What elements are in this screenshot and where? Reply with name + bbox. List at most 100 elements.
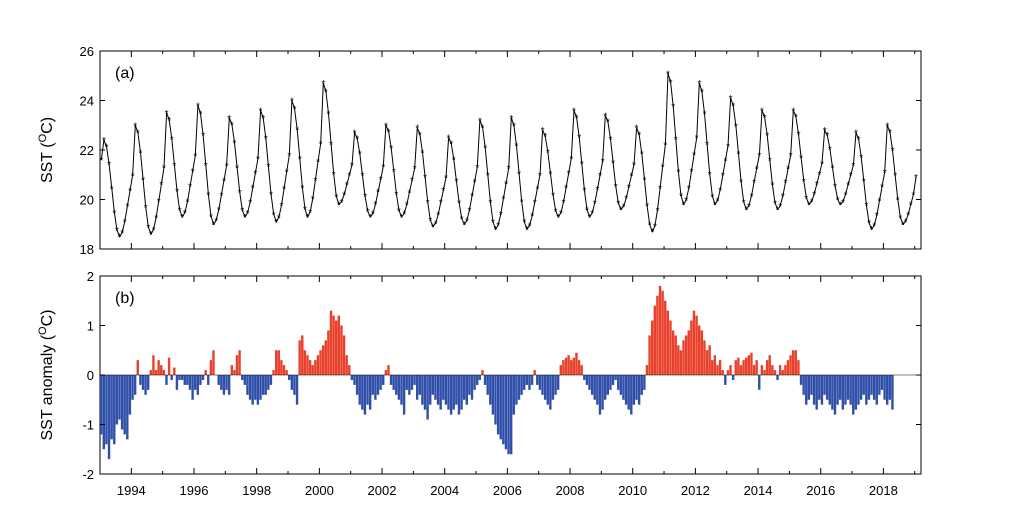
anomaly-bar	[716, 365, 719, 375]
anomaly-bar	[807, 375, 811, 400]
anomaly-bar	[368, 375, 372, 410]
sst-point: *	[807, 200, 811, 211]
sst-point: *	[436, 210, 440, 221]
anomaly-bar	[468, 375, 471, 395]
anomaly-bar	[110, 375, 113, 440]
anomaly-bar	[298, 340, 301, 375]
sst-point: *	[878, 197, 882, 208]
sst-point: *	[778, 202, 782, 213]
sst-point: *	[700, 87, 704, 98]
anomaly-bar	[332, 315, 335, 375]
anomaly-bar	[541, 375, 544, 395]
anomaly-bar	[713, 355, 717, 375]
panel-a-ytick-label: 24	[80, 94, 94, 109]
sst-point: *	[703, 109, 707, 120]
sst-point: *	[679, 192, 683, 203]
sst-point: *	[791, 106, 795, 117]
anomaly-bar	[196, 375, 200, 395]
sst-point: *	[624, 194, 628, 205]
anomaly-bar	[251, 375, 254, 405]
panel-b-xtick-label: 2002	[368, 483, 397, 498]
anomaly-bar	[627, 375, 630, 410]
anomaly-bar	[147, 375, 150, 390]
sst-point: *	[183, 209, 187, 220]
sst-point: *	[222, 176, 226, 187]
sst-point: *	[162, 163, 166, 174]
sst-point: *	[520, 197, 524, 208]
sst-point: *	[509, 114, 513, 125]
sst-point: *	[836, 195, 840, 206]
anomaly-bar	[648, 335, 651, 375]
sst-point: *	[546, 148, 550, 159]
sst-point: *	[682, 200, 686, 211]
sst-point: *	[384, 121, 388, 132]
anomaly-bar	[643, 375, 646, 390]
anomaly-bar	[622, 375, 625, 400]
sst-point: *	[251, 184, 255, 195]
panel-b-ylabel: SST anomaly (OC)	[37, 310, 56, 441]
anomaly-bar	[395, 375, 398, 395]
sst-point: *	[460, 214, 464, 225]
sst-point: *	[334, 192, 338, 203]
sst-point: *	[491, 218, 495, 229]
anomaly-bar	[157, 360, 160, 375]
anomaly-bar	[520, 375, 523, 395]
anomaly-bar	[570, 360, 573, 375]
sst-point: *	[760, 106, 764, 117]
anomaly-bar	[272, 370, 275, 375]
sst-point: *	[742, 198, 746, 209]
sst-point: *	[828, 145, 832, 156]
anomaly-bar	[165, 375, 168, 385]
sst-point: *	[107, 160, 111, 171]
sst-point: *	[191, 167, 195, 178]
anomaly-bar	[763, 370, 766, 375]
anomaly-bar	[102, 375, 106, 450]
sst-point: *	[454, 177, 458, 188]
sst-point: *	[209, 212, 213, 223]
anomaly-bar	[452, 375, 455, 410]
anomaly-bar	[515, 375, 518, 405]
anomaly-bar	[849, 375, 852, 405]
sst-point: *	[316, 158, 320, 169]
sst-point: *	[136, 129, 140, 140]
anomaly-bar	[635, 375, 638, 400]
anomaly-bar	[575, 352, 578, 375]
sst-point: *	[157, 197, 161, 208]
sst-point: *	[387, 127, 391, 138]
anomaly-bar	[593, 375, 596, 400]
sst-point: *	[146, 223, 150, 234]
sst-point: *	[909, 201, 913, 212]
sst-point: *	[911, 191, 915, 202]
anomaly-bar	[551, 375, 555, 400]
sst-point: *	[319, 139, 323, 150]
sst-point: *	[697, 79, 701, 90]
panel-b-xtick-label: 2014	[744, 483, 773, 498]
anomaly-bar	[697, 325, 701, 375]
sst-point: *	[658, 184, 662, 195]
anomaly-bar	[267, 375, 270, 390]
sst-point: *	[290, 97, 294, 108]
sst-point: *	[371, 209, 375, 220]
sst-point: *	[674, 135, 678, 146]
anomaly-bar	[194, 375, 197, 390]
anomaly-bar	[230, 365, 233, 375]
panel-b-xtick-label: 2006	[493, 483, 522, 498]
anomaly-bar	[499, 375, 502, 440]
sst-point: *	[726, 142, 730, 153]
anomaly-bar	[836, 375, 839, 405]
panel-a-ytick-label: 20	[80, 193, 94, 208]
sst-point: *	[345, 181, 349, 192]
anomaly-bar	[371, 375, 374, 395]
anomaly-bar	[361, 375, 364, 410]
sst-point: *	[867, 219, 871, 230]
anomaly-bar	[517, 375, 521, 400]
anomaly-bar	[554, 375, 557, 395]
anomaly-bar	[316, 355, 320, 375]
anomaly-bar	[379, 375, 382, 390]
anomaly-bar	[295, 375, 299, 405]
anomaly-bar	[293, 375, 296, 395]
anomaly-bar	[664, 300, 667, 375]
anomaly-bar	[507, 375, 510, 455]
anomaly-bar	[818, 375, 821, 400]
